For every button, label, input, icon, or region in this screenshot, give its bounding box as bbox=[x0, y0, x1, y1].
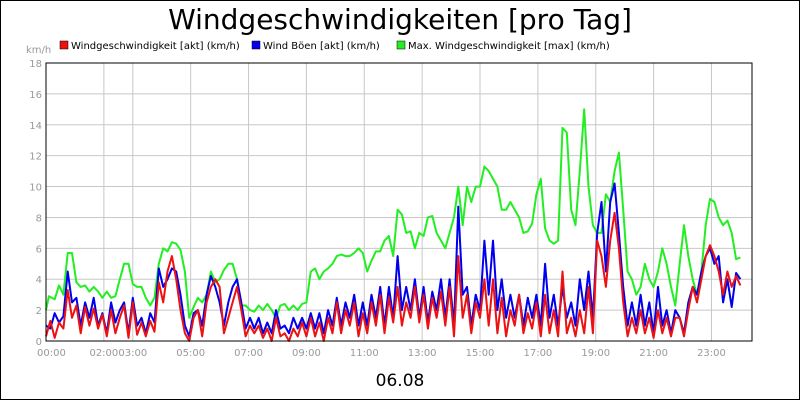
x-tick-label: 19:00 bbox=[581, 348, 610, 359]
y-axis-ticks: 0 2 4 6 8 10 12 14 16 18 bbox=[29, 59, 42, 348]
chart-title: Windgeschwindigkeiten [pro Tag] bbox=[168, 3, 632, 36]
x-tick-label: 03:00 bbox=[118, 348, 147, 359]
x-tick-label: 09:00 bbox=[292, 348, 321, 359]
legend-swatch-1 bbox=[251, 40, 261, 50]
y-tick-label: 10 bbox=[29, 183, 42, 194]
y-tick-label: 4 bbox=[36, 275, 42, 286]
legend-swatch-2 bbox=[396, 40, 406, 50]
series-line-2 bbox=[45, 108, 741, 319]
y-axis-unit-label: km/h bbox=[26, 45, 51, 56]
legend-label-2: Max. Windgeschwindigkeit [max] (km/h) bbox=[408, 41, 610, 52]
x-tick-label: 05:00 bbox=[176, 348, 205, 359]
x-tick-label: 07:00 bbox=[234, 348, 263, 359]
x-tick-label: 17:00 bbox=[523, 348, 552, 359]
x-tick-label: 00:00 bbox=[37, 348, 66, 359]
x-tick-label: 13:00 bbox=[408, 348, 437, 359]
y-tick-label: 8 bbox=[36, 213, 42, 224]
legend: Windgeschwindigkeit [akt] (km/h) Wind Böe… bbox=[59, 40, 610, 52]
legend-swatch-0 bbox=[59, 40, 69, 50]
series-group bbox=[45, 108, 742, 342]
y-tick-label: 6 bbox=[36, 244, 42, 255]
x-tick-label: 02:00 bbox=[89, 348, 118, 359]
y-tick-label: 2 bbox=[36, 306, 42, 317]
y-tick-label: 14 bbox=[29, 121, 42, 132]
legend-label-1: Wind Böen [akt] (km/h) bbox=[263, 41, 380, 52]
x-tick-label: 21:00 bbox=[639, 348, 668, 359]
y-tick-label: 12 bbox=[29, 152, 42, 163]
y-tick-label: 16 bbox=[29, 90, 42, 101]
x-tick-label: 11:00 bbox=[350, 348, 379, 359]
y-tick-label: 18 bbox=[29, 59, 42, 70]
legend-label-0: Windgeschwindigkeit [akt] (km/h) bbox=[71, 41, 240, 52]
date-label: 06.08 bbox=[376, 371, 425, 391]
series-line-0 bbox=[45, 211, 742, 342]
y-tick-label: 0 bbox=[36, 337, 42, 348]
plot-border bbox=[45, 62, 753, 342]
x-axis-ticks: 00:00 02:00 03:00 05:00 07:00 09:00 11:00 13:00… bbox=[37, 348, 726, 359]
x-tick-label: 23:00 bbox=[697, 348, 726, 359]
x-tick-label: 15:00 bbox=[466, 348, 495, 359]
